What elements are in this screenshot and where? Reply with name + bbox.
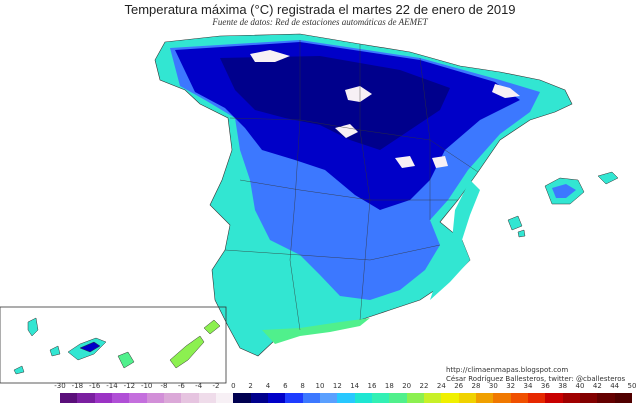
- legend-swatch: [562, 393, 580, 403]
- legend-label: -12: [123, 382, 136, 390]
- credit-author: César Rodríguez Ballesteros, twitter: @c…: [446, 375, 626, 383]
- legend-swatch: [406, 393, 424, 403]
- legend-swatch: [129, 393, 147, 403]
- island-mallorca-core: [552, 184, 576, 198]
- legend-swatch: [389, 393, 407, 403]
- legend-label: 22: [419, 382, 429, 390]
- legend-label: 10: [315, 382, 325, 390]
- island-lanzarote: [203, 319, 221, 335]
- legend-swatch: [614, 393, 632, 403]
- island-la-gomera: [49, 345, 61, 357]
- legend-swatch: [94, 393, 112, 403]
- legend-label: 40: [575, 382, 585, 390]
- legend-swatch: [267, 393, 286, 403]
- legend-label: -16: [88, 382, 101, 390]
- legend-label: -2: [212, 382, 220, 390]
- province-borders: [224, 40, 479, 331]
- legend-swatch: [527, 393, 546, 403]
- island-la-palma: [27, 317, 39, 337]
- legend-label: 44: [610, 382, 620, 390]
- credit-url[interactable]: http://climaenmapas.blogspot.com: [446, 366, 569, 374]
- legend-label: 36: [540, 382, 550, 390]
- legend-label: 24: [436, 382, 446, 390]
- legend-swatch: [319, 393, 338, 403]
- legend-label: -10: [140, 382, 153, 390]
- legend-label: 30: [488, 382, 498, 390]
- snow-teruel: [395, 156, 415, 168]
- legend-label: -18: [71, 382, 84, 390]
- legend-label: -14: [106, 382, 118, 390]
- legend-swatch: [163, 393, 182, 403]
- legend-label: -6: [177, 382, 185, 390]
- island-menorca: [597, 171, 619, 185]
- legend-swatch: [337, 393, 355, 403]
- east-coast-warm-strip: [430, 180, 480, 300]
- legend-swatch: [146, 393, 164, 403]
- legend-label: 50: [627, 382, 637, 390]
- map-subtitle: Fuente de datos: Red de estaciones autom…: [212, 17, 428, 27]
- island-tenerife-core: [79, 341, 101, 353]
- legend-labels: -30 -18 -16 -14 -12 -10 -8 -6 -4 -2 0 2 4 6 8 10 12 14 16 1…: [54, 382, 636, 392]
- legend-swatch: [302, 393, 320, 403]
- legend-swatch: [285, 393, 303, 403]
- very-deep-blue-zone: [220, 56, 450, 150]
- snow-central: [335, 124, 358, 138]
- legend-swatch: [545, 393, 563, 403]
- legend-swatch: [111, 393, 130, 403]
- legend-swatch: [475, 393, 494, 403]
- legend-label: 8: [300, 382, 305, 390]
- legend-label: 2: [248, 382, 253, 390]
- legend-label: 6: [283, 382, 288, 390]
- legend-swatch: [423, 393, 442, 403]
- canary-islands: [13, 317, 221, 375]
- legend-swatch: [493, 393, 511, 403]
- legend-swatch: [198, 393, 216, 403]
- legend-swatches: [60, 393, 632, 403]
- south-coast-warm-strip: [262, 318, 370, 344]
- island-ibiza: [507, 215, 523, 231]
- legend-swatch: [250, 393, 268, 403]
- legend-label: -4: [195, 382, 203, 390]
- legend-label: 18: [384, 382, 394, 390]
- snow-pyrenees: [492, 84, 520, 98]
- legend-swatch: [597, 393, 615, 403]
- legend-swatch: [579, 393, 598, 403]
- legend-label: 26: [454, 382, 464, 390]
- legend-label: 14: [350, 382, 360, 390]
- legend-swatch: [60, 393, 78, 403]
- legend-label: 42: [592, 382, 602, 390]
- snow-cantabrian: [250, 50, 290, 62]
- legend-swatch: [215, 393, 234, 403]
- island-formentera: [517, 229, 526, 238]
- legend-label: 34: [523, 382, 533, 390]
- legend-swatch: [441, 393, 459, 403]
- legend-label: 12: [332, 382, 342, 390]
- legend-swatch: [510, 393, 528, 403]
- color-legend: -30 -18 -16 -14 -12 -10 -8 -6 -4 -2 0 2 4 6 8 10 12 14 16 1…: [54, 382, 636, 406]
- legend-swatch: [181, 393, 199, 403]
- legend-swatch: [233, 393, 251, 403]
- island-gran-canaria: [117, 351, 135, 369]
- legend-swatch: [458, 393, 476, 403]
- legend-label: 32: [506, 382, 516, 390]
- legend-label: -30: [54, 382, 66, 390]
- legend-label: 0: [231, 382, 236, 390]
- snow-iberian: [345, 86, 372, 102]
- island-fuerteventura: [169, 335, 205, 369]
- legend-swatch: [371, 393, 390, 403]
- legend-label: 20: [402, 382, 412, 390]
- legend-swatch: [77, 393, 95, 403]
- legend-label: -8: [160, 382, 168, 390]
- legend-label: 16: [367, 382, 377, 390]
- island-el-hierro: [13, 365, 25, 375]
- canary-inset-frame: [0, 306, 227, 384]
- legend-label: 4: [265, 382, 271, 390]
- snow-cuenca: [432, 156, 448, 168]
- map-title: Temperatura máxima (°C) registrada el ma…: [124, 2, 516, 17]
- legend-label: 38: [558, 382, 568, 390]
- legend-swatch: [354, 393, 372, 403]
- legend-label: 28: [471, 382, 481, 390]
